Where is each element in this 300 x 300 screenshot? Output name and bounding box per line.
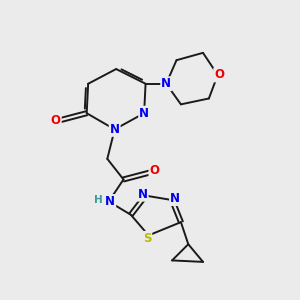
Text: S: S xyxy=(143,232,151,245)
Text: N: N xyxy=(170,192,180,205)
Text: N: N xyxy=(139,107,149,120)
Text: H: H xyxy=(94,195,103,205)
Text: N: N xyxy=(161,77,171,90)
Text: O: O xyxy=(149,164,159,177)
Text: N: N xyxy=(105,195,115,208)
Text: N: N xyxy=(138,188,148,201)
Text: O: O xyxy=(214,68,224,81)
Text: N: N xyxy=(110,123,120,136)
Text: O: O xyxy=(51,114,61,127)
